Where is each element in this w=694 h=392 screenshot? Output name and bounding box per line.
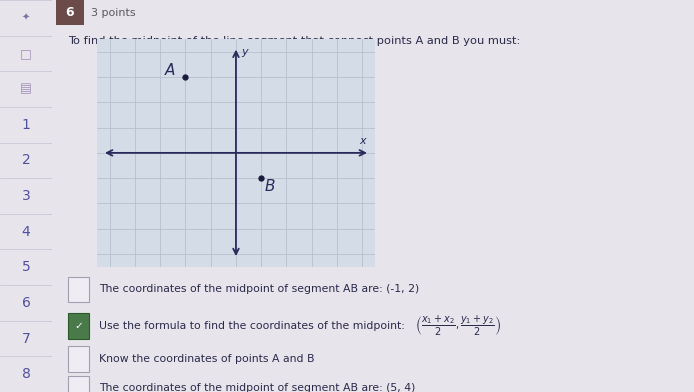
Text: 2: 2 xyxy=(22,153,31,167)
Bar xyxy=(68,313,90,339)
Text: The coordinates of the midpoint of segment AB are: (-1, 2): The coordinates of the midpoint of segme… xyxy=(99,284,419,294)
Text: 3: 3 xyxy=(22,189,31,203)
Text: 8: 8 xyxy=(22,367,31,381)
Text: $\left(\dfrac{x_1+x_2}{2},\dfrac{y_1+y_2}{2}\right)$: $\left(\dfrac{x_1+x_2}{2},\dfrac{y_1+y_2… xyxy=(415,314,501,338)
Text: 6: 6 xyxy=(22,296,31,310)
Text: The coordinates of the midpoint of segment AB are: (5, 4): The coordinates of the midpoint of segme… xyxy=(99,383,415,392)
Bar xyxy=(56,0,84,25)
Text: Know the coordinates of points A and B: Know the coordinates of points A and B xyxy=(99,354,314,364)
Text: B: B xyxy=(265,179,276,194)
Text: 3 points: 3 points xyxy=(91,8,135,18)
Text: x: x xyxy=(359,136,366,146)
Bar xyxy=(68,276,90,302)
Bar xyxy=(68,346,90,372)
Text: 1: 1 xyxy=(22,118,31,132)
Text: 7: 7 xyxy=(22,332,31,345)
Text: y: y xyxy=(241,47,248,57)
Text: ✓: ✓ xyxy=(74,321,83,331)
Text: 5: 5 xyxy=(22,260,31,274)
Text: 4: 4 xyxy=(22,225,31,239)
Text: A: A xyxy=(165,63,176,78)
Text: To find the midpoint of the line segment that connect points A and B you must:: To find the midpoint of the line segment… xyxy=(68,36,520,47)
Bar xyxy=(68,376,90,392)
Text: ✦: ✦ xyxy=(22,13,30,23)
Text: 6: 6 xyxy=(65,6,74,19)
Text: Use the formula to find the coordinates of the midpoint:: Use the formula to find the coordinates … xyxy=(99,321,405,331)
Text: ▤: ▤ xyxy=(20,83,32,96)
Text: □: □ xyxy=(20,47,32,60)
